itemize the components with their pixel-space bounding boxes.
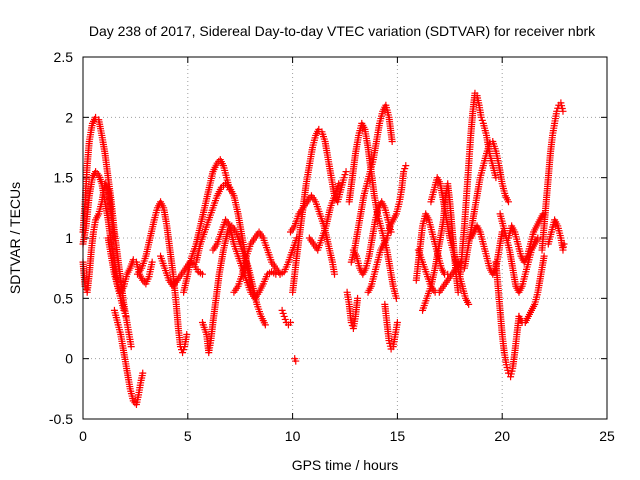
data-point (534, 234, 542, 242)
data-point (335, 180, 343, 188)
x-axis-label: GPS time / hours (292, 457, 399, 473)
plot-frame (82, 56, 608, 420)
data-point (292, 357, 300, 365)
x-tick-label: 10 (285, 428, 301, 444)
x-tick-label: 20 (494, 428, 510, 444)
data-point (127, 343, 135, 351)
data-point (340, 174, 348, 182)
data-point (477, 113, 485, 121)
data-point (454, 288, 462, 296)
y-axis-label: SDTVAR / TECUs (7, 182, 23, 294)
data-point (287, 318, 295, 326)
x-tick-label: 15 (390, 428, 406, 444)
data-point (393, 318, 401, 326)
data-point (279, 309, 287, 317)
y-tick-label: 2.5 (54, 49, 74, 65)
y-tick-label: 1 (65, 230, 73, 246)
data-point (540, 252, 548, 260)
data-point (559, 107, 567, 115)
data-point (347, 318, 355, 326)
data-point (354, 294, 362, 302)
data-point (388, 137, 396, 145)
data-point (139, 369, 147, 377)
data-point (198, 270, 206, 278)
data-point (492, 174, 500, 182)
data-point (331, 270, 339, 278)
data-point (465, 300, 473, 308)
data-point (401, 165, 409, 173)
data-point (342, 168, 350, 176)
x-tick-label: 25 (599, 428, 615, 444)
data-point (280, 312, 288, 320)
y-tick-label: -0.5 (49, 411, 73, 427)
data-point (504, 198, 512, 206)
data-point (148, 258, 156, 266)
grid-layer (83, 57, 607, 419)
data-point (183, 331, 191, 339)
data-point (402, 162, 410, 170)
data-point (179, 349, 187, 357)
data-point (261, 321, 269, 329)
y-tick-label: 2 (65, 109, 73, 125)
data-point (400, 168, 408, 176)
data-point (341, 171, 349, 179)
x-tick-label: 0 (79, 428, 87, 444)
data-point (122, 312, 130, 320)
data-point (120, 306, 128, 314)
y-tick-label: 0.5 (54, 290, 74, 306)
data-point (82, 285, 90, 293)
data-point (121, 309, 129, 317)
data-point (392, 294, 400, 302)
y-tick-label: 1.5 (54, 170, 74, 186)
data-point (180, 346, 188, 354)
x-tick-label: 5 (184, 428, 192, 444)
data-point (478, 116, 486, 124)
y-tick-label: 0 (65, 351, 73, 367)
data-marks (79, 89, 568, 409)
data-point (560, 240, 568, 248)
data-point (281, 315, 289, 323)
chart-title: Day 238 of 2017, Sidereal Day-to-day VTE… (89, 23, 596, 39)
data-point (278, 306, 286, 314)
data-point (110, 234, 118, 242)
data-point (553, 107, 561, 115)
tick-layer: 0 5 10 15 20 25 -0.5 0 0.5 1 1.5 2 2.5 (49, 49, 615, 444)
